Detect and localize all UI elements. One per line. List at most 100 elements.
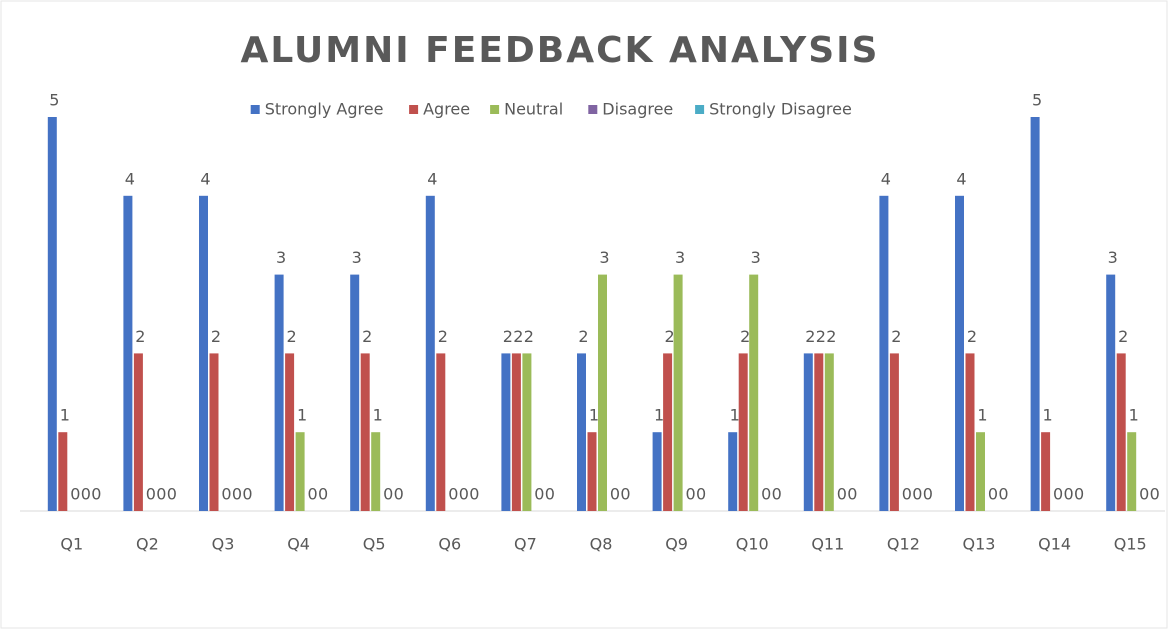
- data-label: 4: [881, 169, 891, 188]
- legend-swatch: [250, 105, 260, 114]
- data-label: 0: [81, 485, 91, 504]
- bar: [879, 195, 889, 512]
- bar: [889, 353, 899, 511]
- data-label: 2: [438, 327, 448, 346]
- data-label: 2: [1118, 327, 1128, 346]
- data-label: 2: [826, 327, 836, 346]
- data-label: 5: [49, 91, 59, 110]
- x-tick-label: Q11: [811, 535, 844, 554]
- data-label: 3: [352, 248, 362, 267]
- data-label: 2: [503, 327, 513, 346]
- bar: [58, 432, 68, 511]
- legend-label: Strongly Agree: [265, 100, 384, 119]
- data-label: 0: [837, 485, 847, 504]
- data-label: 3: [599, 248, 609, 267]
- data-label: 0: [1053, 485, 1063, 504]
- legend-label: Disagree: [602, 100, 673, 119]
- data-label: 0: [448, 485, 458, 504]
- data-label: 0: [1074, 485, 1084, 504]
- bar: [673, 274, 683, 511]
- bar: [47, 117, 57, 511]
- data-label: 0: [912, 485, 922, 504]
- bar: [976, 432, 985, 511]
- data-label: 1: [977, 406, 987, 425]
- data-label: 2: [524, 327, 534, 346]
- data-label: 1: [1129, 406, 1139, 425]
- data-label: 0: [696, 485, 706, 504]
- x-tick-label: Q8: [590, 535, 613, 554]
- x-tick-label: Q7: [514, 535, 537, 554]
- bar: [209, 353, 219, 511]
- bar: [663, 353, 673, 511]
- data-label: 0: [686, 485, 696, 504]
- data-label: 0: [146, 485, 156, 504]
- bar: [285, 353, 295, 511]
- data-label: 0: [1150, 485, 1160, 504]
- bar: [425, 195, 435, 512]
- bar: [1030, 117, 1040, 511]
- data-label: 2: [891, 327, 901, 346]
- bar: [965, 353, 975, 511]
- x-tick-label: Q2: [136, 535, 159, 554]
- data-label: 1: [297, 406, 307, 425]
- legend-label: Strongly Disagree: [709, 100, 852, 119]
- bar: [598, 274, 607, 511]
- data-label: 3: [751, 248, 761, 267]
- data-label: 3: [1108, 248, 1118, 267]
- bar: [511, 353, 521, 511]
- bar: [371, 432, 381, 511]
- bar: [295, 432, 305, 511]
- bar: [522, 353, 532, 511]
- bar: [728, 432, 738, 511]
- x-tick-label: Q4: [287, 535, 310, 554]
- data-label: 2: [816, 327, 826, 346]
- x-tick-label: Q3: [212, 535, 235, 554]
- data-label: 0: [156, 485, 166, 504]
- bar: [738, 353, 748, 511]
- bar: [577, 353, 586, 511]
- bar: [274, 274, 284, 511]
- data-label: 2: [513, 327, 523, 346]
- data-label: 0: [534, 485, 544, 504]
- data-label: 1: [654, 406, 664, 425]
- x-tick-label: Q12: [887, 535, 920, 554]
- data-label: 2: [211, 327, 221, 346]
- data-label: 0: [221, 485, 231, 504]
- data-label: 0: [761, 485, 771, 504]
- bar: [652, 432, 662, 511]
- data-label: 0: [459, 485, 469, 504]
- data-label: 0: [923, 485, 933, 504]
- data-label: 0: [1064, 485, 1074, 504]
- data-label: 0: [545, 485, 555, 504]
- bar: [501, 353, 511, 511]
- data-label: 3: [675, 248, 685, 267]
- data-label: 2: [805, 327, 815, 346]
- data-label: 2: [287, 327, 297, 346]
- bar: [199, 195, 208, 512]
- data-label: 4: [956, 169, 966, 188]
- data-label: 0: [394, 485, 404, 504]
- data-label: 0: [469, 485, 479, 504]
- bar: [803, 353, 813, 511]
- bar: [350, 274, 360, 511]
- data-label: 2: [135, 327, 145, 346]
- data-label: 0: [610, 485, 620, 504]
- data-label: 2: [967, 327, 977, 346]
- data-label: 1: [60, 406, 70, 425]
- data-label: 0: [998, 485, 1008, 504]
- x-tick-label: Q15: [1114, 535, 1147, 554]
- x-tick-label: Q6: [438, 535, 461, 554]
- data-label: 0: [167, 485, 177, 504]
- legend-label: Neutral: [504, 100, 563, 119]
- data-label: 4: [427, 169, 437, 188]
- legend-swatch: [588, 105, 598, 114]
- data-label: 0: [772, 485, 782, 504]
- data-label: 0: [988, 485, 998, 504]
- data-label: 5: [1032, 91, 1042, 110]
- bar: [814, 353, 824, 511]
- bar: [749, 274, 759, 511]
- data-label: 2: [578, 327, 588, 346]
- data-label: 4: [125, 169, 135, 188]
- data-label: 0: [383, 485, 393, 504]
- x-tick-label: Q1: [60, 535, 83, 554]
